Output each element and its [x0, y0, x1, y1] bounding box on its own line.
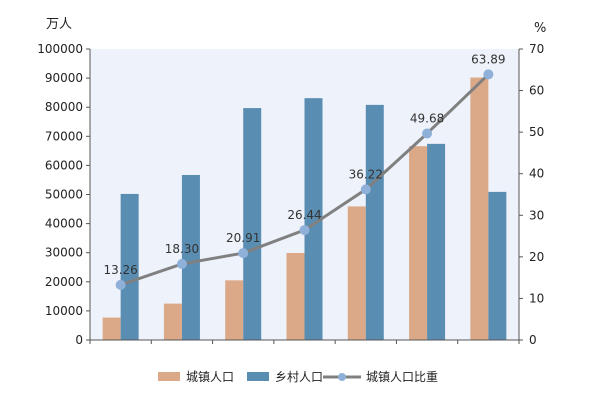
left-tick-label: 10000 [45, 304, 83, 318]
bars [102, 77, 507, 340]
rural-population-bar [181, 175, 200, 340]
ratio-data-label: 63.89 [471, 52, 505, 66]
ratio-point [483, 69, 494, 80]
ratio-data-label: 36.22 [349, 167, 383, 181]
right-tick-label: 40 [529, 167, 544, 181]
ratio-point [299, 225, 310, 236]
left-tick-label: 80000 [45, 100, 83, 114]
ratio-point [238, 248, 249, 259]
ratio-data-label: 26.44 [287, 208, 321, 222]
urban-population-bar [347, 206, 366, 340]
urban-population-bar [286, 252, 305, 340]
right-tick-label: 10 [529, 291, 544, 305]
legend-swatch-urban [158, 372, 180, 381]
left-tick-label: 20000 [45, 275, 83, 289]
ratio-data-label: 18.30 [165, 242, 199, 256]
ratio-data-label: 13.26 [103, 263, 137, 277]
right-tick-label: 50 [529, 125, 544, 139]
right-tick-label: 60 [529, 84, 544, 98]
urban-population-bar [225, 280, 244, 340]
right-tick-label: 20 [529, 250, 544, 264]
right-axis: 0 10 20 30 40 50 60 70 [519, 42, 544, 347]
ratio-point [176, 258, 187, 269]
left-tick-label: 30000 [45, 246, 83, 260]
ratio-line-layer: 13.26 18.30 20.91 26.44 36.22 49.68 63.89 [103, 52, 506, 290]
urban-population-bar [163, 303, 182, 340]
legend-label-urban: 城镇人口 [186, 370, 234, 384]
x-axis [89, 340, 520, 344]
ratio-data-label: 20.91 [226, 231, 260, 245]
right-tick-label: 70 [529, 42, 544, 56]
legend-marker-ratio [338, 373, 346, 381]
right-tick-label: 30 [529, 208, 544, 222]
urban-population-bar [409, 146, 428, 340]
left-tick-label: 0 [75, 333, 83, 347]
legend: 城镇人口 乡村人口 城镇人口比重 [158, 370, 438, 384]
left-axis-unit: 万人 [46, 17, 72, 32]
rural-population-bar [427, 143, 446, 340]
left-tick-label: 40000 [45, 217, 83, 231]
ratio-point [115, 279, 126, 290]
rural-population-bar [304, 98, 323, 340]
right-tick-label: 0 [529, 333, 537, 347]
left-tick-label: 60000 [45, 158, 83, 172]
left-tick-label: 90000 [45, 71, 83, 85]
rural-population-bar [365, 104, 384, 340]
ratio-point [360, 184, 371, 195]
left-axis: 0 10000 20000 30000 40000 50000 60000 70000 8000… [37, 42, 90, 347]
right-axis-unit: % [534, 21, 546, 36]
rural-population-bar [120, 193, 139, 340]
ratio-data-label: 49.68 [410, 111, 444, 125]
rural-population-bar [243, 108, 262, 340]
rural-population-bar [488, 191, 507, 340]
legend-label-ratio: 城镇人口比重 [366, 370, 438, 384]
left-tick-label: 50000 [45, 188, 83, 202]
legend-swatch-rural [247, 372, 269, 381]
legend-label-rural: 乡村人口 [275, 370, 323, 384]
ratio-point [422, 128, 433, 139]
urban-population-bar [102, 317, 121, 340]
urban-population-bar [470, 77, 489, 340]
left-tick-label: 70000 [45, 129, 83, 143]
left-tick-label: 100000 [37, 42, 83, 56]
